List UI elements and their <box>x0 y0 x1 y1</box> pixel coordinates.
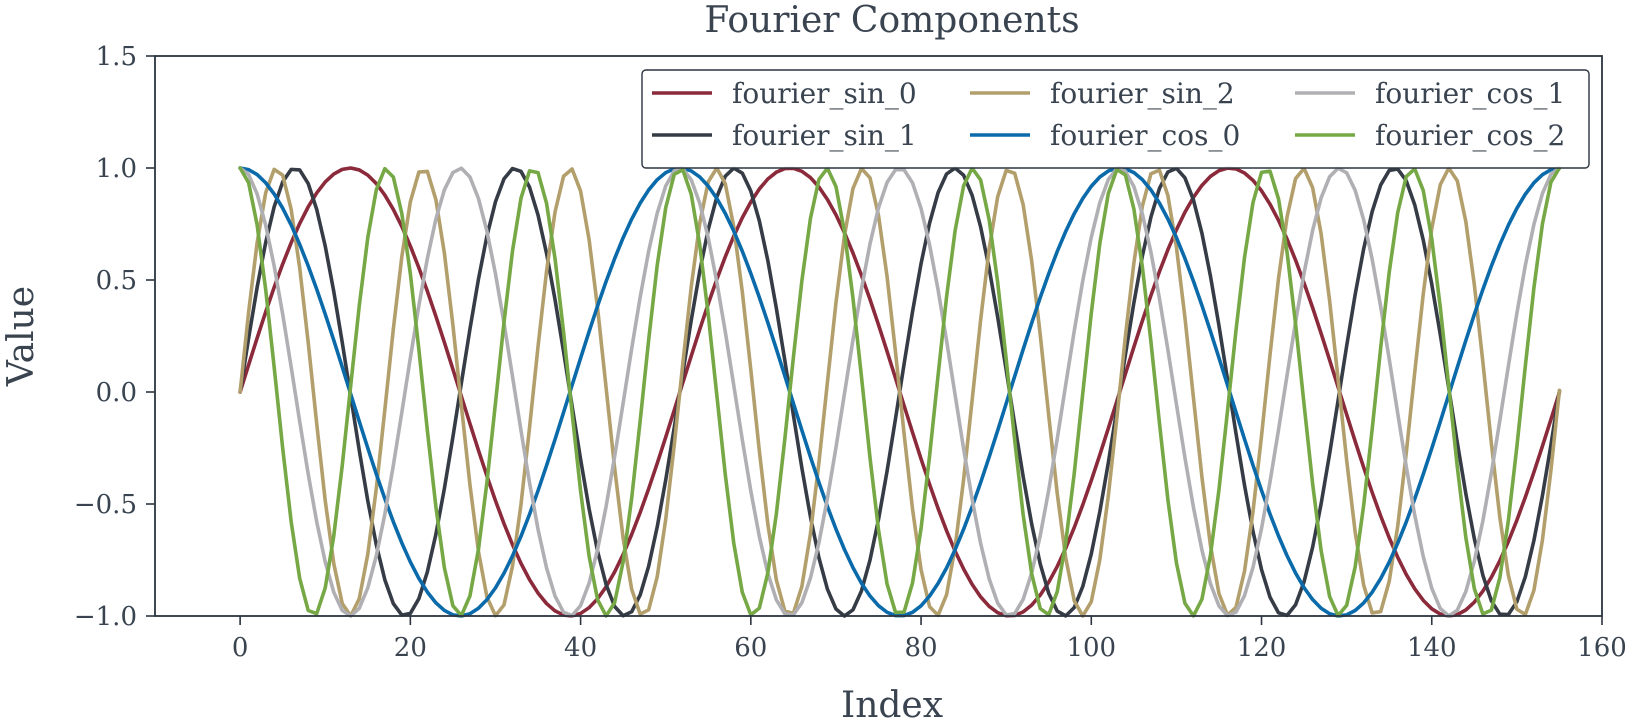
y-tick-label: 0.5 <box>96 266 137 296</box>
x-tick-label: 60 <box>734 633 767 663</box>
x-tick-label: 160 <box>1577 633 1627 663</box>
x-tick-label: 140 <box>1407 633 1457 663</box>
x-tick-label: 80 <box>905 633 938 663</box>
series-line-fourier-cos-2 <box>238 166 1562 618</box>
legend-label: fourier_cos_2 <box>1375 119 1565 152</box>
x-tick-label: 20 <box>394 633 427 663</box>
legend-label: fourier_sin_0 <box>732 77 917 110</box>
y-axis-ticks: −1.0 −0.5 0.0 0.5 1.0 1.5 <box>74 42 155 632</box>
legend-label: fourier_cos_1 <box>1375 77 1565 110</box>
y-tick-label: 1.5 <box>96 42 137 72</box>
y-tick-label: 1.0 <box>96 154 137 184</box>
legend-label: fourier_sin_2 <box>1050 77 1235 110</box>
y-tick-label: −0.5 <box>74 490 137 520</box>
y-tick-label: −1.0 <box>74 602 137 632</box>
series-line-fourier-cos-1 <box>238 166 1562 618</box>
series-line-fourier-sin-2 <box>238 166 1562 618</box>
plot-lines <box>238 166 1562 618</box>
y-axis-title: Value <box>1 286 42 387</box>
x-tick-label: 120 <box>1237 633 1287 663</box>
legend: fourier_sin_0fourier_sin_1fourier_sin_2f… <box>641 69 1590 169</box>
plot-frame <box>154 55 1603 617</box>
y-tick-label: 0.0 <box>96 378 137 408</box>
legend-label: fourier_cos_0 <box>1050 119 1240 152</box>
legend-entries: fourier_sin_0fourier_sin_1fourier_sin_2f… <box>652 77 1565 152</box>
x-axis-ticks: 0 20 40 60 80 100 120 140 160 <box>232 616 1627 663</box>
x-tick-label: 100 <box>1066 633 1116 663</box>
chart-title: Fourier Components <box>704 0 1079 41</box>
x-tick-label: 0 <box>232 633 249 663</box>
legend-label: fourier_sin_1 <box>732 119 917 152</box>
x-tick-label: 40 <box>564 633 597 663</box>
x-axis-title: Index <box>841 685 943 726</box>
